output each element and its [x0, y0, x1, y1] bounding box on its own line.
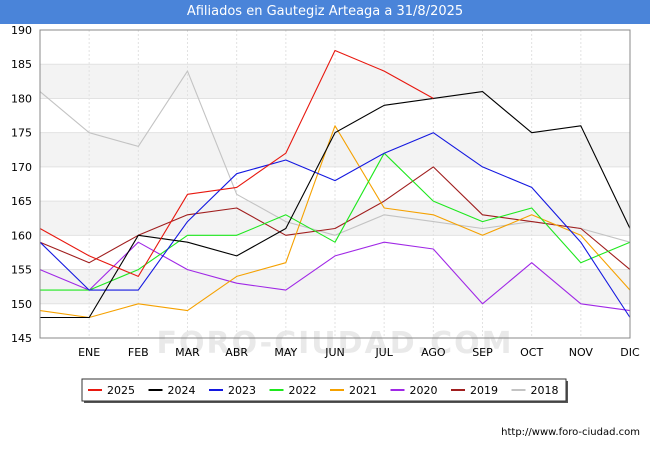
chart-title: Afiliados en Gautegiz Arteaga a 31/8/202… [0, 0, 650, 24]
x-tick-label: SEP [472, 346, 493, 359]
y-tick-label: 170 [11, 161, 32, 174]
legend-label-2021: 2021 [349, 384, 377, 397]
x-tick-label: MAR [175, 346, 200, 359]
y-tick-label: 185 [11, 58, 32, 71]
x-tick-label: JUL [374, 346, 393, 359]
series-line-2025 [39, 49, 434, 277]
legend-label-2025: 2025 [107, 384, 135, 397]
series-line-2020 [39, 241, 631, 312]
legend-label-2024: 2024 [168, 384, 196, 397]
y-tick-label: 180 [11, 92, 32, 105]
y-tick-label: 165 [11, 195, 32, 208]
x-tick-label: NOV [569, 346, 594, 359]
plot-frame [39, 29, 631, 339]
series-group [39, 49, 631, 319]
legend: 2025 2024 2023 2022 2021 2020 2019 2018 [81, 378, 568, 403]
y-tick-label: 145 [11, 332, 32, 345]
x-tick-label: FEB [128, 346, 149, 359]
grid-band [40, 64, 630, 99]
series-line-2024 [40, 91, 631, 319]
series-line-2021 [39, 125, 631, 319]
y-tick-label: 160 [11, 229, 32, 242]
legend-label-2020: 2020 [410, 384, 438, 397]
x-tick-label: OCT [520, 346, 543, 359]
legend-label-2023: 2023 [228, 384, 256, 397]
y-tick-label: 150 [11, 298, 32, 311]
legend-label-2022: 2022 [289, 384, 317, 397]
series-line-2022 [40, 152, 631, 291]
grid-band [40, 132, 630, 167]
y-tick-label: 190 [11, 24, 32, 37]
y-tick-label: 155 [11, 264, 32, 277]
legend-box [81, 378, 567, 402]
legend-label-2018: 2018 [531, 384, 559, 397]
x-tick-label: AGO [421, 346, 446, 359]
series-line-2023 [39, 132, 631, 318]
x-tick-label: MAY [274, 346, 297, 359]
x-tick-label: DIC [620, 346, 640, 359]
x-axis: ENE FEB MAR ABR MAY JUN JUL AGO SEP OCT NOV DIC [78, 346, 640, 359]
y-tick-label: 175 [11, 127, 32, 140]
y-axis: 145 150 155 160 165 170 175 180 185 190 [11, 24, 32, 345]
x-tick-label: ABR [225, 346, 248, 359]
x-tick-label: JUN [324, 346, 345, 359]
x-tick-label: ENE [78, 346, 100, 359]
watermark: FORO-CIUDAD.COM [157, 326, 514, 361]
source-url[interactable]: http://www.foro-ciudad.com [501, 427, 640, 438]
legend-label-2019: 2019 [470, 384, 498, 397]
